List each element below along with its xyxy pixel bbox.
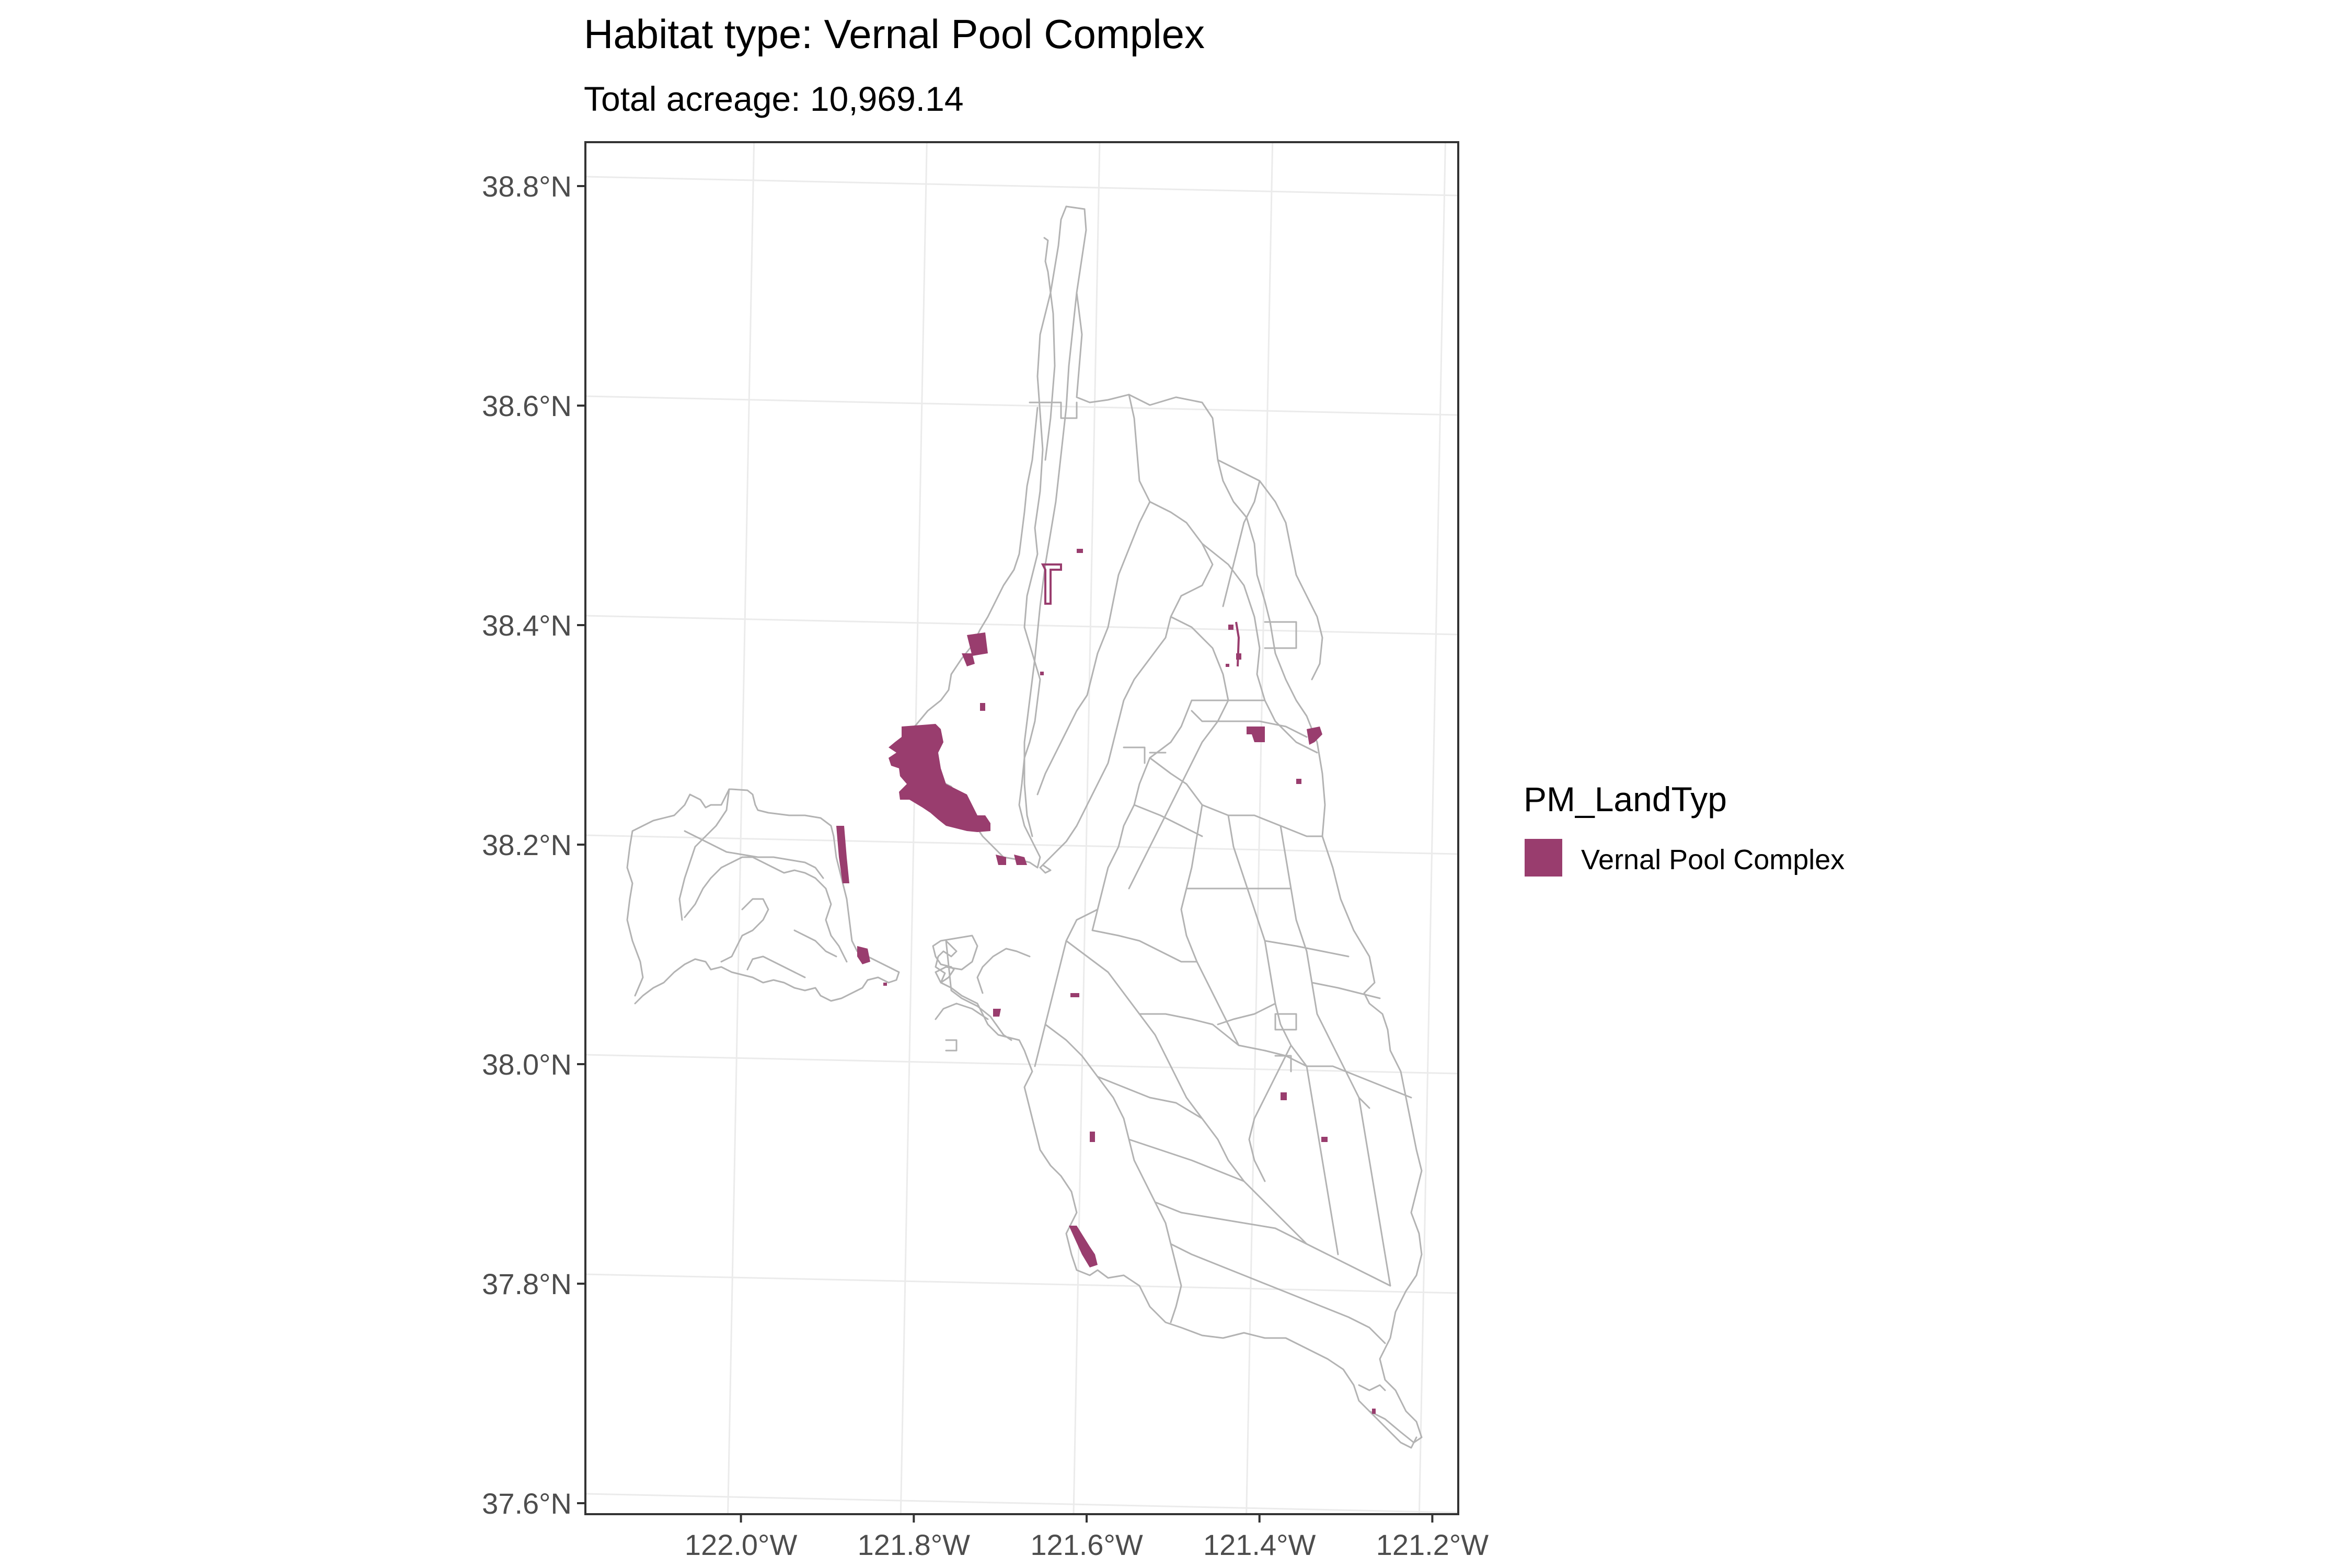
vernal-pool-west-strip xyxy=(836,826,849,883)
x-tick-label-1: 121.8°W xyxy=(858,1528,971,1561)
vernal-pool-west-dot xyxy=(883,983,887,986)
vernal-pool-south-arm-2 xyxy=(1014,855,1027,865)
grid-line-lon-4 xyxy=(1418,142,1446,1515)
eastern-boundaries xyxy=(1191,459,1323,738)
vernal-pool-cluster-north-2 xyxy=(962,653,975,666)
western-sloughs xyxy=(678,788,848,978)
vernal-pool-complex-areas xyxy=(836,549,1376,1414)
grid-line-lat-4 xyxy=(585,615,1459,636)
x-tick-label-3: 121.4°W xyxy=(1203,1528,1316,1561)
legend: PM_LandTyp Vernal Pool Complex xyxy=(1524,780,1844,877)
interior-boundaries xyxy=(1034,394,1412,1344)
map-panel xyxy=(585,142,1458,1514)
vernal-pool-mid-1 xyxy=(993,1009,1001,1017)
grid-line-lon-0 xyxy=(727,142,755,1515)
y-tick-label-6: 38.8°N xyxy=(482,170,572,203)
vernal-pool-south-2 xyxy=(1372,1409,1376,1414)
southern-tip xyxy=(1358,1384,1417,1449)
y-tick-label-3: 38.2°N xyxy=(482,828,572,861)
vernal-pool-mid-3 xyxy=(1090,1132,1095,1142)
legend-label-vernal-pool-complex: Vernal Pool Complex xyxy=(1581,844,1844,875)
grid-line-lat-0 xyxy=(585,1493,1459,1514)
legend-key-vernal-pool-complex xyxy=(1525,839,1562,877)
vernal-pool-north-2 xyxy=(1040,672,1044,675)
northern-outline xyxy=(898,205,1067,869)
map-subtitle: Total acreage: 10,969.14 xyxy=(584,79,964,118)
legend-title: PM_LandTyp xyxy=(1524,780,1727,818)
x-tick-label-0: 122.0°W xyxy=(685,1528,798,1561)
y-tick-label-2: 38.0°N xyxy=(482,1048,572,1081)
vernal-pool-east-1 xyxy=(1228,625,1233,630)
vernal-pool-small-1 xyxy=(980,703,985,711)
graticule-grid xyxy=(585,142,1459,1515)
vernal-pool-east-3 xyxy=(1226,664,1229,667)
ship-channel-edge xyxy=(1043,237,1056,461)
vernal-pool-mid-2 xyxy=(1070,993,1079,997)
western-upper-slough xyxy=(684,830,824,879)
x-tick-label-4: 121.2°W xyxy=(1376,1528,1489,1561)
y-tick-label-0: 37.6°N xyxy=(482,1487,572,1520)
vernal-pool-north-3 xyxy=(1041,563,1062,605)
vernal-pool-east-6 xyxy=(1296,779,1301,784)
vernal-pool-cluster-north xyxy=(967,632,988,656)
y-tick-label-5: 38.6°N xyxy=(482,389,572,422)
vernal-pool-south-1 xyxy=(1069,1226,1098,1267)
map-title: Habitat type: Vernal Pool Complex xyxy=(584,11,1205,57)
vernal-pool-east-frame xyxy=(1235,621,1240,667)
grid-line-lon-3 xyxy=(1246,142,1274,1515)
vernal-pool-cluster-main xyxy=(889,724,990,832)
grid-line-lat-5 xyxy=(585,395,1459,416)
ship-channel xyxy=(1023,292,1078,837)
grid-line-lat-6 xyxy=(585,176,1459,197)
grid-line-lon-1 xyxy=(900,142,928,1515)
y-tick-label-1: 37.8°N xyxy=(482,1267,572,1300)
grid-line-lat-2 xyxy=(585,1054,1459,1075)
vernal-pool-south-arm xyxy=(996,855,1006,865)
vernal-pool-mid-5 xyxy=(1321,1137,1328,1142)
vernal-pool-east-5 xyxy=(1307,727,1322,745)
vernal-pool-mid-4 xyxy=(1281,1092,1287,1100)
notch-parcels xyxy=(945,401,1297,1073)
map-panel-border xyxy=(584,141,1459,1515)
y-tick-label-4: 38.4°N xyxy=(482,609,572,642)
region-boundaries xyxy=(626,205,1423,1449)
main-region-outline xyxy=(932,205,1423,1444)
x-tick-label-2: 121.6°W xyxy=(1030,1528,1143,1561)
vernal-pool-west-small xyxy=(857,946,870,964)
grid-line-lat-3 xyxy=(585,834,1459,855)
axes: 122.0°W 121.8°W 121.6°W 121.4°W 121.2°W 37.6°… xyxy=(482,170,1489,1561)
vernal-pool-north-1 xyxy=(1077,549,1083,553)
grid-line-lat-1 xyxy=(585,1273,1459,1294)
western-region-outline xyxy=(626,788,900,1005)
vernal-pool-east-4 xyxy=(1247,727,1265,742)
